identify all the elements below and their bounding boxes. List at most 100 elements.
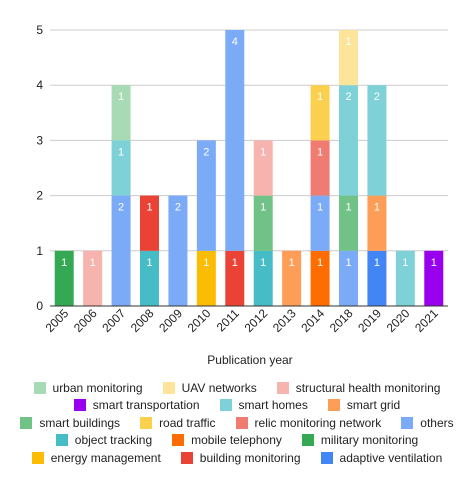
legend-item: military monitoring [301,433,418,447]
gridlines [50,29,448,252]
legend-label: adaptive ventilation [339,450,443,465]
legend-item: structural health monitoring [276,380,441,395]
legend-item: object tracking [55,433,153,448]
bar-segment [424,250,444,306]
bar-segment [253,195,273,251]
x-tick-label: 2005 [43,306,72,335]
data-label: 2 [118,202,124,214]
data-label: 1 [345,257,351,269]
legend-label: smart grid [346,398,401,413]
legend-label: urban monitoring [52,380,143,395]
data-label: 1 [317,91,323,103]
bar-segment [225,250,245,306]
legend-item: UAV networks [162,380,257,395]
data-label: 1 [431,257,437,269]
legend-label: smart buildings [39,415,121,430]
data-label: 2 [203,146,209,158]
legend-label: smart homes [238,398,308,413]
x-axis-title: Publication year [207,353,292,367]
data-label: 1 [345,36,351,48]
legend-swatch [327,399,340,412]
legend-item: building monitoring [180,450,301,465]
legend-swatch [172,434,185,447]
bar-segment [54,250,74,306]
bar-segment [339,30,358,86]
bar-segment [395,250,415,306]
x-tick-label: 2006 [71,306,100,335]
legend-label: structural health monitoring [295,380,441,395]
bar-segment [310,250,330,306]
legend-item: energy management [31,451,161,465]
y-tick-label: 3 [36,133,43,147]
bar-segment [310,195,330,251]
data-label: 1 [118,91,124,103]
bar-segment [111,195,131,306]
bar-segment [225,30,245,251]
legend-swatch [320,451,333,464]
bar-segment [310,85,330,141]
legend-swatch [162,381,175,394]
data-label: 1 [260,257,266,269]
legend-item: smart grid [327,398,401,413]
data-label: 1 [374,257,380,269]
bar-segment [253,140,273,196]
bars: 1 1 2 1 1 1 1 2 1 2 1 4 1 1 1 1 1 1 1 1 1 1 2 1 1 1 2 1 1 [54,30,444,306]
data-label: 2 [175,202,181,214]
data-label: 1 [90,257,96,269]
bar-segment [339,195,358,251]
x-tick-label: 2014 [298,306,327,335]
x-tick-label: 2020 [384,306,413,335]
legend-item: smart buildings [20,416,120,430]
bar-segment [310,140,330,196]
legend-label: others [420,415,454,430]
legend-swatch [55,434,68,447]
y-tick-label: 0 [36,299,43,313]
legend-label: object tracking [74,433,153,448]
bar-segment [83,250,103,306]
x-tick-label: 2019 [355,306,384,335]
x-tick-label: 2009 [156,306,185,335]
x-tick-label: 2008 [128,306,157,335]
data-label: 1 [317,257,323,269]
legend-label: UAV networks [181,380,257,395]
legend-swatch [33,381,46,394]
legend-swatch [73,399,86,412]
data-label: 1 [260,146,266,158]
bar-segment [140,250,159,306]
data-label: 1 [345,202,351,214]
bar-segment [367,250,387,306]
legend-item: relic monitoring network [235,416,381,430]
legend-swatch [20,416,33,429]
data-label: 1 [118,146,124,158]
legend-label: building monitoring [199,450,301,465]
bar-segment [196,140,216,251]
legend-row: smart transportation smart homes smart gri… [0,397,474,415]
legend-swatch [31,451,44,464]
legend-label: mobile telephony [191,433,282,448]
legend-row: urban monitoring UAV networks structural h… [0,379,474,397]
legend-item: urban monitoring [33,380,143,395]
data-label: 1 [402,257,408,269]
data-label: 1 [317,146,323,158]
x-tick-label: 2021 [412,306,441,335]
legend: urban monitoring UAV networks structural h… [0,379,474,467]
data-label: 4 [232,36,238,48]
legend-item: mobile telephony [172,433,282,447]
x-tick-label: 2012 [242,306,271,335]
data-label: 1 [289,257,295,269]
bar-segment [253,250,273,306]
bar-segment [367,195,387,251]
legend-label: road traffic [159,415,216,430]
data-label: 1 [61,257,67,269]
bar-segment [282,250,302,306]
x-tick-label: 2013 [270,306,299,335]
y-tick-label: 1 [36,244,43,258]
x-axis-tick-labels: 2005 2006 2007 2008 2009 2010 2011 2012 2013 2014… [43,306,442,335]
bar-segment [140,195,159,251]
legend-swatch [180,451,193,464]
data-label: 1 [374,202,380,214]
legend-row: smart buildings road traffic relic monitor… [0,414,474,432]
stacked-bar-chart: 0 1 2 3 4 5 1 1 2 1 1 1 1 2 1 2 1 4 1 1 1 1 1 1 1 1 1 1 2 1 1 1 2 1 1 200… [36,23,448,367]
legend-item: road traffic [140,415,216,430]
data-label: 1 [146,202,152,214]
